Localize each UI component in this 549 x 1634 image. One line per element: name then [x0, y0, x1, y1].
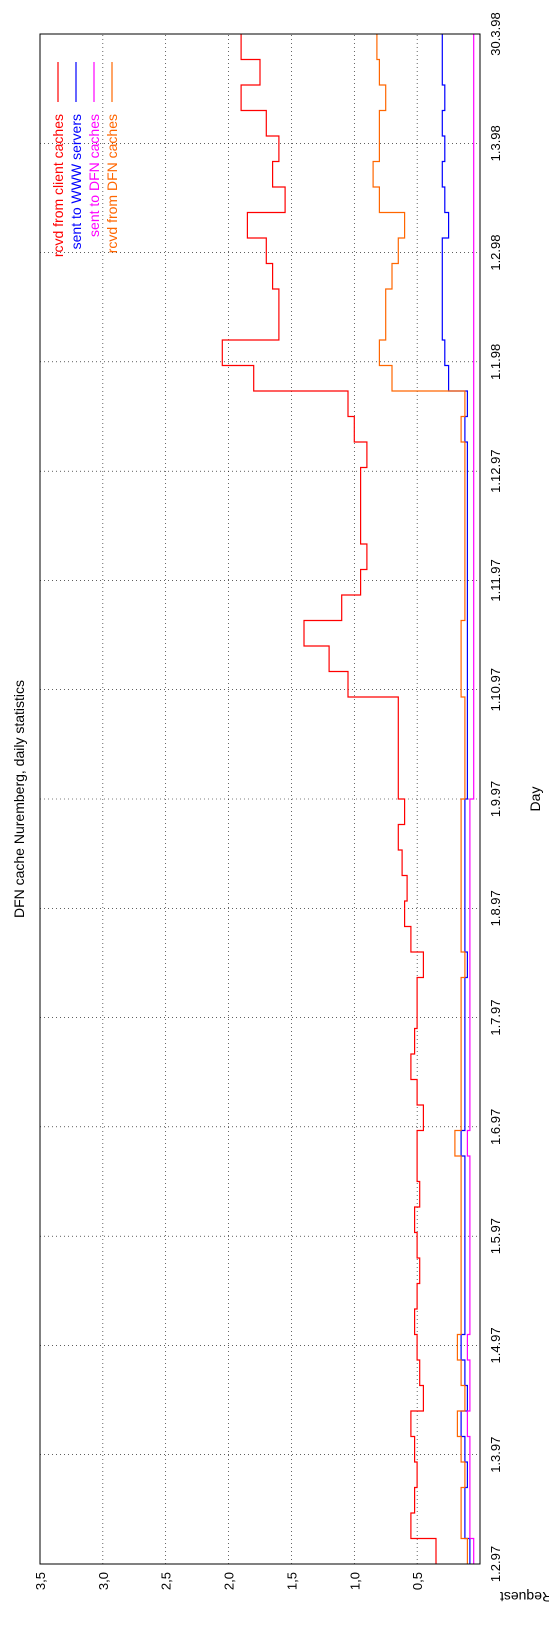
- x-tick-label: 1.8.97: [488, 890, 503, 926]
- x-axis-label: Day: [527, 787, 543, 812]
- x-tick-label: 1.3.97: [488, 1437, 503, 1473]
- series-layer: [221, 34, 475, 1564]
- chart-title: DFN cache Nuremberg, daily statistics: [11, 680, 27, 918]
- y-tick-label: 1,0: [347, 1572, 362, 1590]
- x-tick-label: 1.7.97: [488, 999, 503, 1035]
- series-line-3: [372, 34, 468, 1564]
- series-line-1: [441, 34, 471, 1564]
- y-tick-label: 0,5: [410, 1572, 425, 1590]
- y-tick-label: 2,0: [222, 1572, 237, 1590]
- y-axis-label: Request: [500, 1589, 549, 1605]
- legend-label-0: rcvd from client caches: [50, 114, 66, 257]
- legend-label-2: sent to DFN caches: [86, 114, 102, 237]
- legend-label-3: rcvd from DFN caches: [104, 114, 120, 253]
- y-tick-label: 2,5: [159, 1572, 174, 1590]
- x-tick-label: 30.3.98: [488, 12, 503, 55]
- x-tick-label: 1.10.97: [488, 668, 503, 711]
- x-tick-label: 1.9.97: [488, 781, 503, 817]
- x-tick-label: 1.2.97: [488, 1546, 503, 1582]
- plot-border: [39, 33, 481, 1565]
- x-tick-labels: 1.2.97 1.3.97 1.4.97 1.5.97 1.6.97 1.7.97 1.8.…: [488, 12, 503, 1582]
- legend-label-1: sent to WWW servers: [68, 114, 84, 249]
- x-tick-label: 1.5.97: [488, 1218, 503, 1254]
- y-tick-labels: 0,5 1,0 1,5 2,0 2,5 3,0 3,5: [33, 1572, 425, 1590]
- x-tick-label: 1.6.97: [488, 1109, 503, 1145]
- series-line-2: [466, 34, 475, 1564]
- y-tick-label: 3,5: [33, 1572, 48, 1590]
- y-tick-label: 1,5: [284, 1572, 299, 1590]
- series-line-0: [221, 34, 437, 1564]
- x-tick-label: 1.2.98: [488, 234, 503, 270]
- x-tick-label: 1.4.97: [488, 1327, 503, 1363]
- x-tick-label: 1.3.98: [488, 125, 503, 161]
- x-tick-label: 1.12.97: [488, 449, 503, 492]
- x-tick-label: 1.11.97: [488, 559, 503, 601]
- x-tick-label: 1.1.98: [488, 344, 503, 380]
- y-tick-label: 3,0: [96, 1572, 111, 1590]
- legend: rcvd from client caches sent to WWW serve…: [50, 62, 120, 257]
